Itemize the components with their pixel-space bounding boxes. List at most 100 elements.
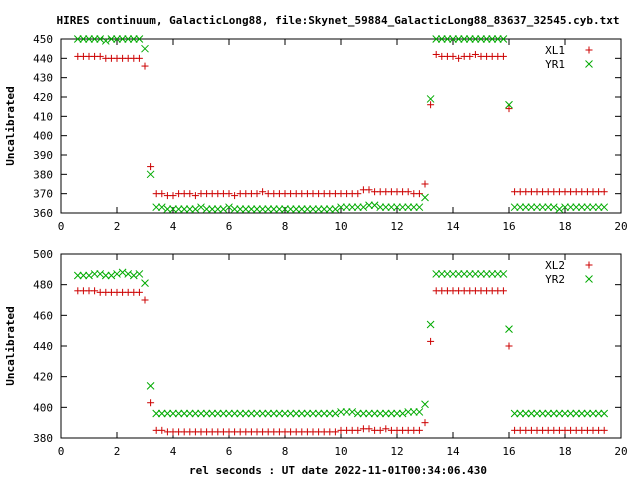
data-point-yr2 <box>454 270 463 278</box>
top-x-tick-label: 16 <box>502 220 515 233</box>
data-point-yr1 <box>465 35 474 43</box>
data-point-yr1 <box>594 203 603 212</box>
data-point-yr1 <box>482 35 491 43</box>
data-point-yr1 <box>135 35 144 43</box>
bottom-x-tick-label: 4 <box>170 445 177 458</box>
data-point-yr2 <box>174 409 183 418</box>
data-point-yr1 <box>208 205 217 213</box>
bottom-x-tick-label: 18 <box>558 445 571 458</box>
data-point-yr2 <box>594 409 603 418</box>
data-point-yr1 <box>577 203 586 212</box>
data-point-yr2 <box>549 409 558 418</box>
data-point-yr2 <box>443 270 452 278</box>
top-y-tick-label: 400 <box>33 130 53 143</box>
data-point-yr2 <box>499 270 508 278</box>
data-point-yr2 <box>124 270 133 278</box>
data-point-yr1 <box>381 203 390 212</box>
data-point-yr2 <box>320 409 329 418</box>
bottom-y-tick-label: 500 <box>33 248 53 261</box>
top-y-tick-label: 410 <box>33 110 53 123</box>
data-point-yr2 <box>213 409 222 418</box>
data-point-yr1 <box>297 205 306 213</box>
data-point-xl1 <box>499 52 507 60</box>
data-point-yr2 <box>292 409 301 418</box>
legend-marker-yr1 <box>585 60 593 68</box>
data-point-xl1 <box>96 52 104 60</box>
data-point-yr2 <box>561 409 569 418</box>
data-point-yr2 <box>342 408 351 416</box>
data-point-yr2 <box>421 400 429 409</box>
data-point-yr1 <box>230 205 239 213</box>
data-point-yr1 <box>269 205 278 213</box>
data-point-yr1 <box>561 203 569 212</box>
data-point-yr1 <box>225 203 233 212</box>
data-point-yr2 <box>230 409 239 418</box>
data-point-xl1 <box>600 188 608 196</box>
data-point-xl1 <box>449 52 457 60</box>
data-point-xl1 <box>169 192 177 200</box>
top-y-tick-label: 360 <box>33 207 53 220</box>
data-point-yr2 <box>303 409 312 418</box>
legend-marker-xl2 <box>585 261 593 269</box>
data-point-xl1 <box>141 62 149 70</box>
legend-marker-xl1 <box>585 46 593 54</box>
data-point-yr2 <box>247 409 256 418</box>
data-point-yr1 <box>432 35 441 43</box>
data-point-yr2 <box>516 409 525 418</box>
bottom-x-tick-label: 20 <box>614 445 627 458</box>
data-point-yr2 <box>533 409 541 418</box>
data-point-yr2 <box>297 409 306 418</box>
data-point-xl2 <box>141 296 149 304</box>
data-point-xl2 <box>421 419 429 427</box>
data-point-yr2 <box>85 271 93 280</box>
data-point-yr1 <box>589 203 597 212</box>
data-point-yr2 <box>449 270 457 278</box>
data-point-yr1 <box>309 205 317 213</box>
top-x-tick-label: 0 <box>58 220 65 233</box>
data-point-xl1 <box>135 54 143 62</box>
data-point-yr2 <box>101 271 110 280</box>
data-point-xl2 <box>91 287 99 295</box>
data-point-xl1 <box>415 190 423 198</box>
data-point-yr2 <box>493 270 502 278</box>
top-x-tick-label: 14 <box>446 220 460 233</box>
data-point-yr1 <box>118 35 127 43</box>
top-y-tick-label: 430 <box>33 72 53 85</box>
data-point-yr1 <box>79 35 88 43</box>
data-point-xl2 <box>415 426 423 434</box>
data-point-xl1 <box>253 190 261 198</box>
data-point-yr1 <box>538 203 547 212</box>
bottom-x-tick-label: 10 <box>334 445 347 458</box>
data-point-yr2 <box>460 270 469 278</box>
data-point-yr1 <box>510 203 519 212</box>
data-point-yr2 <box>309 409 317 418</box>
data-point-yr1 <box>337 203 345 212</box>
data-point-yr1 <box>488 35 497 43</box>
data-point-yr1 <box>516 203 525 212</box>
top-x-tick-label: 10 <box>334 220 347 233</box>
data-point-yr1 <box>521 203 530 212</box>
data-point-xl1 <box>432 50 440 58</box>
data-point-yr1 <box>342 203 351 212</box>
data-point-yr2 <box>185 409 194 418</box>
data-point-yr1 <box>101 37 110 45</box>
bottom-x-tick-label: 14 <box>446 445 460 458</box>
data-point-xl2 <box>365 425 373 433</box>
data-point-yr1 <box>219 205 228 213</box>
data-point-xl1 <box>421 180 429 188</box>
data-point-yr2 <box>79 271 88 280</box>
data-point-yr2 <box>236 409 245 418</box>
data-point-yr2 <box>376 409 385 418</box>
data-point-yr1 <box>404 203 413 212</box>
data-point-yr1 <box>415 203 424 212</box>
data-point-yr2 <box>404 408 413 416</box>
bottom-x-tick-label: 12 <box>390 445 403 458</box>
data-point-yr1 <box>197 203 205 212</box>
data-point-yr2 <box>258 409 267 418</box>
data-point-yr1 <box>107 35 116 43</box>
data-point-yr2 <box>600 409 609 418</box>
data-point-xl2 <box>354 426 362 434</box>
data-point-yr1 <box>202 205 211 213</box>
data-point-xl1 <box>404 188 412 196</box>
data-point-yr1 <box>113 35 121 43</box>
